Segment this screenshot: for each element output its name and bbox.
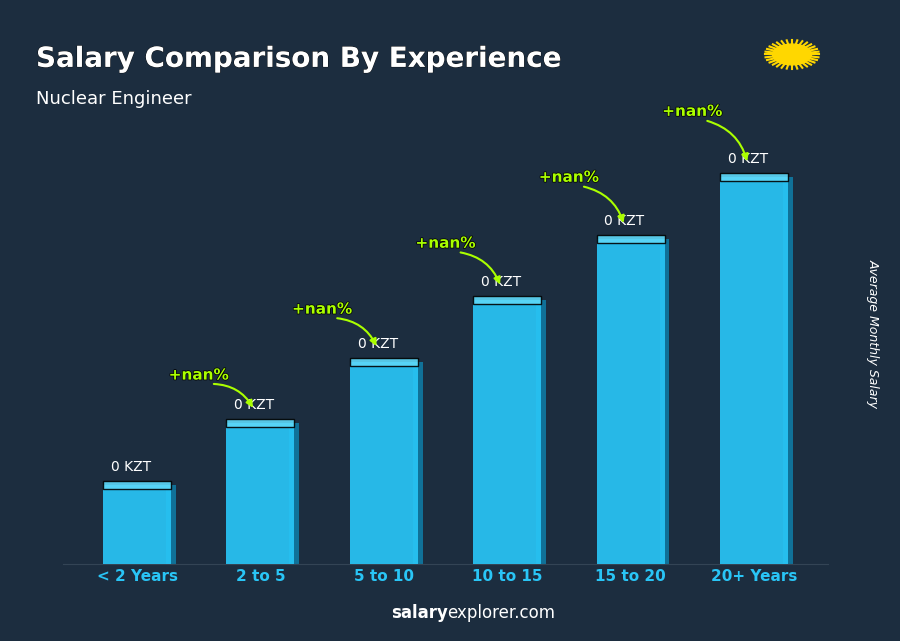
- Text: +nan%: +nan%: [539, 170, 599, 185]
- Bar: [227, 424, 294, 564]
- Text: 0 KZT: 0 KZT: [481, 276, 521, 289]
- Text: explorer.com: explorer.com: [447, 604, 555, 622]
- Bar: [783, 178, 793, 564]
- FancyBboxPatch shape: [104, 481, 171, 489]
- FancyBboxPatch shape: [473, 296, 541, 304]
- Text: Nuclear Engineer: Nuclear Engineer: [36, 90, 192, 108]
- Text: 0 KZT: 0 KZT: [111, 460, 151, 474]
- Bar: [413, 362, 423, 564]
- Text: Salary Comparison By Experience: Salary Comparison By Experience: [36, 45, 562, 73]
- Text: 0 KZT: 0 KZT: [604, 214, 644, 228]
- Text: 0 KZT: 0 KZT: [234, 399, 274, 412]
- Text: +nan%: +nan%: [662, 104, 723, 119]
- Text: +nan%: +nan%: [416, 236, 475, 251]
- Bar: [290, 424, 300, 564]
- FancyBboxPatch shape: [597, 235, 664, 243]
- Bar: [720, 178, 788, 564]
- FancyBboxPatch shape: [227, 419, 294, 428]
- Text: +nan%: +nan%: [168, 367, 229, 383]
- Text: salary: salary: [392, 604, 448, 622]
- Text: 0 KZT: 0 KZT: [728, 153, 768, 166]
- Bar: [660, 239, 670, 564]
- Circle shape: [772, 44, 812, 65]
- Text: +nan%: +nan%: [292, 302, 352, 317]
- FancyBboxPatch shape: [720, 173, 788, 181]
- Text: Average Monthly Salary: Average Monthly Salary: [867, 259, 879, 408]
- Text: salaryexplorer.com: salaryexplorer.com: [0, 640, 1, 641]
- Bar: [597, 239, 664, 564]
- Bar: [350, 362, 418, 564]
- FancyBboxPatch shape: [350, 358, 418, 366]
- Text: 0 KZT: 0 KZT: [357, 337, 398, 351]
- Bar: [473, 301, 541, 564]
- Bar: [166, 485, 176, 564]
- Bar: [536, 301, 546, 564]
- Bar: [104, 485, 171, 564]
